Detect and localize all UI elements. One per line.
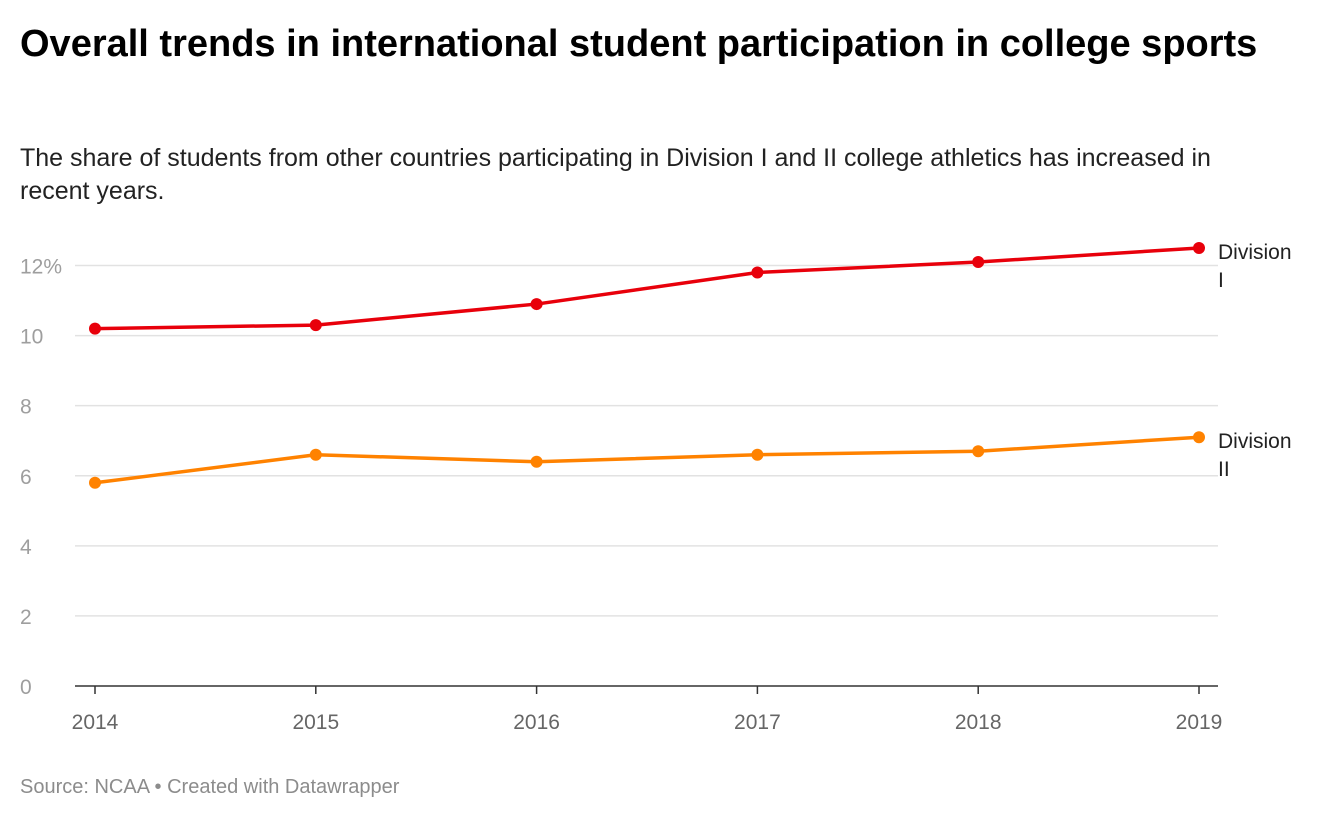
series-label-1: Division I <box>1218 241 1292 292</box>
y-tick-label: 6 <box>20 466 32 489</box>
y-tick-label: 10 <box>20 326 43 349</box>
series-label-line: I <box>1218 269 1224 292</box>
data-point <box>89 476 101 489</box>
source-note: Source: NCAA <box>20 776 149 798</box>
y-axis-tick-labels: 0 2 4 6 8 10 12% <box>20 256 62 699</box>
footer: Source: NCAA • Created with Datawrapper <box>20 776 399 799</box>
data-point <box>972 445 985 458</box>
data-point <box>89 322 101 335</box>
data-point <box>1193 431 1205 444</box>
data-point <box>309 448 322 461</box>
x-axis: 2014 2015 2016 2017 2018 2019 <box>72 685 1223 734</box>
data-point <box>309 319 322 332</box>
data-point <box>530 455 543 468</box>
series-line-2 <box>93 435 1201 485</box>
series-label-2: Division II <box>1218 430 1292 481</box>
data-point <box>1193 242 1205 254</box>
series-group: Division I Division II <box>89 241 1292 489</box>
data-point <box>972 256 985 269</box>
y-tick-label: 4 <box>20 536 32 559</box>
y-tick-label: 12% <box>20 256 62 279</box>
x-tick-label: 2017 <box>734 711 781 734</box>
chart-title: Overall trends in international student … <box>20 23 1258 65</box>
series-label-line: II <box>1218 458 1230 481</box>
series-line-1 <box>93 246 1201 331</box>
footer-separator: • <box>154 776 162 798</box>
data-point <box>751 266 764 279</box>
x-tick-label: 2018 <box>955 711 1002 734</box>
series-label-line: Division <box>1218 241 1292 264</box>
x-tick-label: 2014 <box>72 711 119 734</box>
x-tick-label: 2016 <box>513 711 560 734</box>
x-tick-label: 2015 <box>292 711 339 734</box>
y-tick-label: 8 <box>20 396 32 419</box>
gridlines <box>75 264 1218 617</box>
chart-subtitle: The share of students from other countri… <box>20 144 1211 205</box>
y-tick-label: 0 <box>20 676 32 699</box>
x-tick-label: 2019 <box>1176 711 1223 734</box>
line-chart: 0 2 4 6 8 10 12% 2014 2015 2016 2017 2018 2019 Divi… <box>20 241 1292 734</box>
credit-link[interactable]: Created with Datawrapper <box>167 776 400 798</box>
series-label-line: Division <box>1218 430 1292 453</box>
data-point <box>530 298 543 311</box>
data-point <box>751 448 764 461</box>
y-tick-label: 2 <box>20 606 32 629</box>
